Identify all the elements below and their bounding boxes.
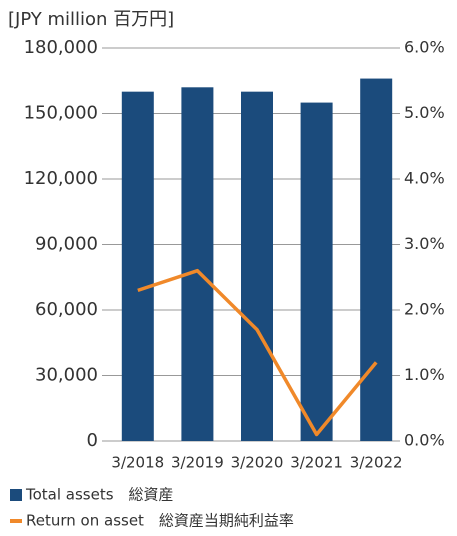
- x-tick-label: 3/2019: [171, 454, 224, 472]
- legend-swatch: [10, 489, 22, 501]
- y2-tick-label: 3.0%: [404, 234, 445, 253]
- legend-swatch: [10, 519, 22, 523]
- y2-tick-label: 6.0%: [404, 38, 445, 57]
- x-tick-label: 3/2018: [111, 454, 164, 472]
- y2-tick-label: 0.0%: [404, 431, 445, 450]
- y2-tick-label: 2.0%: [404, 300, 445, 319]
- y-axis-label: [JPY million 百万円]: [8, 9, 174, 30]
- y2-tick-label: 5.0%: [404, 103, 445, 122]
- y-tick-label: 120,000: [24, 168, 98, 189]
- y-tick-label: 180,000: [24, 37, 98, 58]
- y-tick-label: 150,000: [24, 103, 98, 124]
- line: [137, 268, 378, 437]
- bar: [300, 102, 333, 441]
- bar: [181, 87, 214, 442]
- bar: [121, 91, 154, 442]
- legend-label: Return on asset 総資産当期純利益率: [26, 512, 294, 530]
- legend-label: Total assets 総資産: [25, 486, 174, 504]
- bar: [241, 91, 273, 442]
- y-tick-label: 30,000: [35, 365, 98, 386]
- x-tick-label: 3/2021: [290, 454, 343, 472]
- bar: [360, 78, 393, 442]
- y2-tick-label: 1.0%: [404, 365, 445, 384]
- y-tick-label: 90,000: [35, 234, 98, 255]
- y-tick-label: 60,000: [35, 299, 98, 320]
- x-tick-label: 3/2020: [231, 454, 284, 472]
- y-tick-label: 0: [87, 430, 98, 451]
- x-tick-label: 3/2022: [350, 454, 403, 472]
- y2-tick-label: 4.0%: [404, 169, 445, 188]
